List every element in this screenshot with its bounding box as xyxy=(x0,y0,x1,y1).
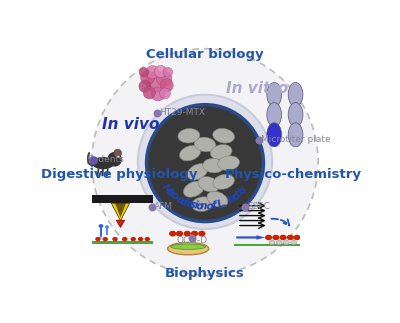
Ellipse shape xyxy=(207,191,228,207)
Text: HT29-MTX: HT29-MTX xyxy=(159,108,205,117)
Ellipse shape xyxy=(198,177,219,192)
Text: c: c xyxy=(166,188,177,200)
Ellipse shape xyxy=(210,144,232,159)
Text: i: i xyxy=(236,187,246,196)
Text: Cellular biology: Cellular biology xyxy=(146,48,264,61)
Text: d: d xyxy=(177,195,188,208)
Ellipse shape xyxy=(178,129,200,143)
Text: o: o xyxy=(196,201,204,212)
Text: n: n xyxy=(199,201,207,212)
Ellipse shape xyxy=(184,181,204,197)
Point xyxy=(153,110,160,115)
Text: SSFC: SSFC xyxy=(247,202,270,211)
Text: In vitro: In vitro xyxy=(226,81,288,96)
Text: M: M xyxy=(160,182,174,196)
Text: t: t xyxy=(233,189,244,200)
Point xyxy=(242,204,248,210)
Point xyxy=(148,204,155,210)
Text: Microtiter plate: Microtiter plate xyxy=(261,135,330,144)
Text: In vivo: In vivo xyxy=(102,117,159,132)
Ellipse shape xyxy=(187,164,208,180)
Text: Rodents: Rodents xyxy=(87,155,124,164)
Ellipse shape xyxy=(218,156,240,171)
Text: s: s xyxy=(188,199,197,211)
Ellipse shape xyxy=(192,197,213,212)
Text: Physico-chemistry: Physico-chemistry xyxy=(225,168,362,181)
Point xyxy=(256,137,262,142)
Text: o: o xyxy=(206,201,214,212)
Text: L: L xyxy=(216,198,225,210)
Text: Biophysics: Biophysics xyxy=(165,267,245,280)
Text: c: c xyxy=(230,191,242,202)
Point xyxy=(89,157,96,162)
Ellipse shape xyxy=(213,129,234,143)
Text: l: l xyxy=(226,195,234,205)
Ellipse shape xyxy=(180,145,201,161)
Text: i: i xyxy=(194,201,199,211)
Text: a: a xyxy=(227,192,239,204)
Text: u: u xyxy=(163,186,175,198)
Text: s: s xyxy=(237,184,249,195)
Text: a: a xyxy=(174,194,186,206)
Text: QCM-D: QCM-D xyxy=(176,236,208,245)
Text: AFM: AFM xyxy=(154,202,173,211)
Ellipse shape xyxy=(213,174,234,189)
Circle shape xyxy=(92,49,318,275)
Text: f: f xyxy=(211,201,217,211)
Text: e: e xyxy=(184,198,194,210)
Circle shape xyxy=(138,95,272,229)
Text: .: . xyxy=(220,198,228,208)
Text: h: h xyxy=(181,197,192,209)
Ellipse shape xyxy=(203,158,225,173)
Point xyxy=(189,236,195,241)
Text: o: o xyxy=(168,190,180,203)
Circle shape xyxy=(146,105,264,222)
Text: -: - xyxy=(172,193,182,203)
Text: Digestive physiology: Digestive physiology xyxy=(41,168,198,181)
Ellipse shape xyxy=(194,137,216,152)
